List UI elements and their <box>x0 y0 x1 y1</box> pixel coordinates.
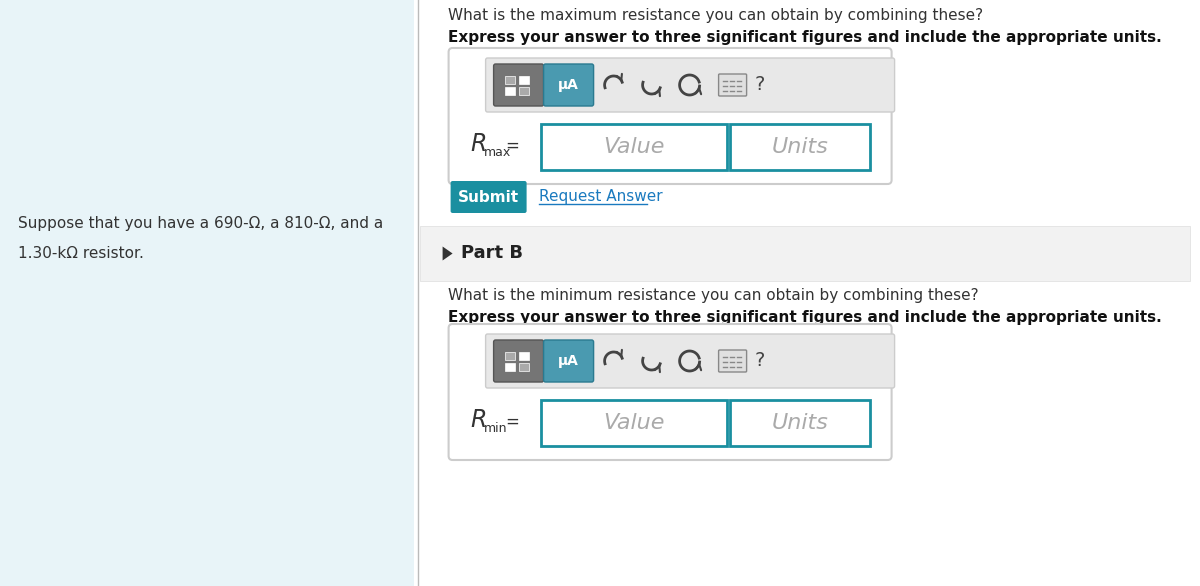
Text: Units: Units <box>772 413 828 433</box>
FancyBboxPatch shape <box>420 226 1190 281</box>
Text: Value: Value <box>602 413 665 433</box>
Text: 1.30-kΩ resistor.: 1.30-kΩ resistor. <box>18 246 144 261</box>
Text: Request Answer: Request Answer <box>539 189 662 205</box>
FancyBboxPatch shape <box>493 64 544 106</box>
FancyBboxPatch shape <box>518 87 528 95</box>
FancyBboxPatch shape <box>518 363 528 371</box>
Text: Suppose that you have a 690-Ω, a 810-Ω, and a: Suppose that you have a 690-Ω, a 810-Ω, … <box>18 216 383 231</box>
FancyBboxPatch shape <box>518 76 528 84</box>
Text: ?: ? <box>755 76 764 94</box>
Polygon shape <box>443 247 452 261</box>
FancyBboxPatch shape <box>486 58 894 112</box>
FancyBboxPatch shape <box>544 64 594 106</box>
FancyBboxPatch shape <box>544 340 594 382</box>
Text: min: min <box>484 423 508 435</box>
Text: Value: Value <box>602 137 665 157</box>
Text: What is the minimum resistance you can obtain by combining these?: What is the minimum resistance you can o… <box>448 288 978 303</box>
FancyBboxPatch shape <box>540 400 726 446</box>
Text: R: R <box>470 408 487 432</box>
FancyBboxPatch shape <box>504 87 515 95</box>
Text: max: max <box>484 146 511 159</box>
FancyBboxPatch shape <box>449 324 892 460</box>
FancyBboxPatch shape <box>540 124 726 170</box>
FancyBboxPatch shape <box>504 352 515 360</box>
Text: ?: ? <box>755 352 764 370</box>
Text: Part B: Part B <box>461 244 522 263</box>
FancyBboxPatch shape <box>486 334 894 388</box>
FancyBboxPatch shape <box>730 124 870 170</box>
FancyBboxPatch shape <box>730 400 870 446</box>
Text: R: R <box>470 132 487 156</box>
FancyBboxPatch shape <box>719 350 746 372</box>
Text: What is the maximum resistance you can obtain by combining these?: What is the maximum resistance you can o… <box>448 8 983 23</box>
Text: =: = <box>505 137 520 155</box>
FancyBboxPatch shape <box>0 0 414 586</box>
FancyBboxPatch shape <box>493 340 544 382</box>
Text: Express your answer to three significant figures and include the appropriate uni: Express your answer to three significant… <box>448 30 1162 45</box>
Text: Units: Units <box>772 137 828 157</box>
FancyBboxPatch shape <box>449 48 892 184</box>
FancyBboxPatch shape <box>504 76 515 84</box>
Text: Express your answer to three significant figures and include the appropriate uni: Express your answer to three significant… <box>448 310 1162 325</box>
FancyBboxPatch shape <box>504 363 515 371</box>
FancyBboxPatch shape <box>518 352 528 360</box>
Text: μA: μA <box>558 354 580 368</box>
Text: Submit: Submit <box>458 189 520 205</box>
FancyBboxPatch shape <box>451 181 527 213</box>
Text: μA: μA <box>558 78 580 92</box>
Text: =: = <box>505 413 520 431</box>
FancyBboxPatch shape <box>719 74 746 96</box>
